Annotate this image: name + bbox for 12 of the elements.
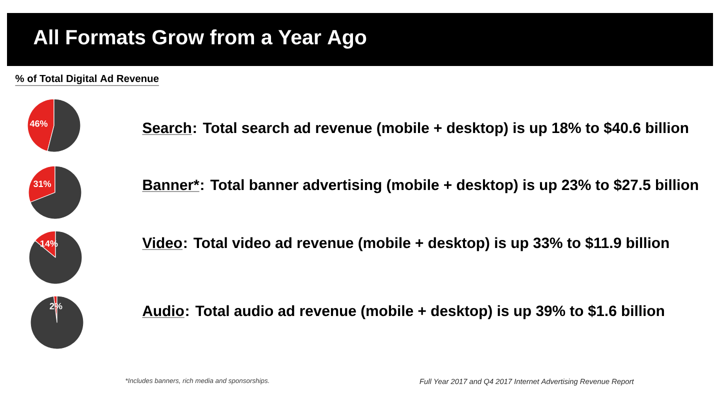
text: : Total banner advertising (mobile + desktop) is up 23% to $27.5 billion [201, 178, 698, 194]
data-label: 46% [30, 120, 48, 127]
text: : Total video ad revenue (mobile + desktop) is up 33% to $11.9 billion [184, 236, 669, 252]
text: Video [142, 237, 182, 248]
data-label: 31% [33, 180, 52, 188]
text: : Total audio ad revenue (mobile + desktop) is up 39% to $1.6 billion [186, 304, 664, 320]
text: % of Total Digital Ad Revenue [15, 74, 159, 84]
text: Search [142, 122, 191, 134]
text: All Formats Grow from a Year Ago [34, 29, 366, 49]
text: Audio [142, 305, 184, 316]
text: : Total search ad revenue (mobile + desktop) is up 18% to $40.6 billion [194, 122, 688, 136]
text: Banner* [143, 180, 200, 190]
